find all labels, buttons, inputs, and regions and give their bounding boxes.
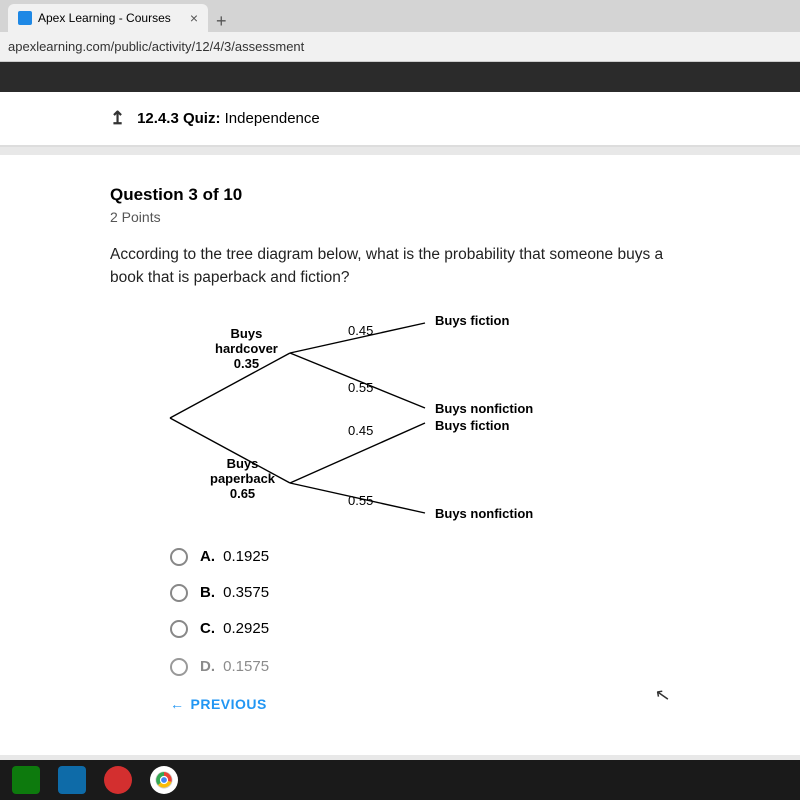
question-points: 2 Points xyxy=(110,209,800,225)
option-c-letter: C. xyxy=(200,620,215,637)
branch-paperback-label: Buyspaperback0.65 xyxy=(210,456,275,501)
option-d-value: 0.1575 xyxy=(223,658,269,675)
tree-diagram: Buyshardcover0.35 Buyspaperback0.65 0.45… xyxy=(160,308,600,528)
option-b[interactable]: B. 0.3575 xyxy=(170,584,800,602)
browser-tab-strip: Apex Learning - Courses × + xyxy=(0,0,800,32)
address-bar[interactable]: apexlearning.com/public/activity/12/4/3/… xyxy=(0,32,800,62)
apex-favicon-icon xyxy=(18,11,32,25)
option-a[interactable]: A. 0.1925 xyxy=(170,548,800,566)
option-c[interactable]: C. 0.2925 xyxy=(170,620,800,638)
taskbar-app-icon[interactable] xyxy=(12,766,40,794)
quiz-header: ↥ 12.4.3 Quiz: Independence xyxy=(0,92,800,147)
radio-icon[interactable] xyxy=(170,620,188,638)
quiz-section: 12.4.3 Quiz: xyxy=(137,110,220,127)
question-text: According to the tree diagram below, wha… xyxy=(110,243,670,290)
pb-nonfiction-prob: 0.55 xyxy=(348,493,373,508)
radio-icon[interactable] xyxy=(170,658,188,676)
pb-fiction-prob: 0.45 xyxy=(348,423,373,438)
quiz-title: 12.4.3 Quiz: Independence xyxy=(137,110,320,127)
radio-icon[interactable] xyxy=(170,548,188,566)
branch-hardcover-label: Buyshardcover0.35 xyxy=(215,326,278,371)
previous-label: PREVIOUS xyxy=(191,696,267,712)
os-taskbar xyxy=(0,760,800,800)
close-tab-icon[interactable]: × xyxy=(190,10,198,26)
option-b-letter: B. xyxy=(200,584,215,601)
option-d-letter: D. xyxy=(200,658,215,675)
tab-title: Apex Learning - Courses xyxy=(38,11,171,25)
hc-fiction-label: Buys fiction xyxy=(435,313,509,328)
pb-fiction-label: Buys fiction xyxy=(435,418,509,433)
pb-nonfiction-label: Buys nonfiction xyxy=(435,506,533,521)
url-text: apexlearning.com/public/activity/12/4/3/… xyxy=(8,39,304,54)
taskbar-power-icon[interactable] xyxy=(104,766,132,794)
hc-nonfiction-prob: 0.55 xyxy=(348,380,373,395)
page-header-dark xyxy=(0,62,800,92)
mouse-cursor-icon: ↖ xyxy=(653,684,672,707)
option-a-letter: A. xyxy=(200,548,215,565)
taskbar-chrome-icon[interactable] xyxy=(150,766,178,794)
question-number: Question 3 of 10 xyxy=(110,185,800,205)
quiz-topic: Independence xyxy=(225,110,320,127)
back-arrow-icon[interactable]: ↥ xyxy=(110,108,125,129)
option-d[interactable]: D. 0.1575 xyxy=(170,656,800,678)
radio-icon[interactable] xyxy=(170,584,188,602)
hc-nonfiction-label: Buys nonfiction xyxy=(435,401,533,416)
taskbar-files-icon[interactable] xyxy=(58,766,86,794)
new-tab-button[interactable]: + xyxy=(208,11,232,32)
arrow-left-icon: ← xyxy=(170,696,185,712)
previous-button[interactable]: ← PREVIOUS xyxy=(170,696,800,712)
option-b-value: 0.3575 xyxy=(223,584,269,601)
option-c-value: 0.2925 xyxy=(223,620,269,637)
answer-options: A. 0.1925 B. 0.3575 C. 0.2925 D. 0.1575 xyxy=(170,548,800,678)
browser-tab[interactable]: Apex Learning - Courses × xyxy=(8,4,208,32)
hc-fiction-prob: 0.45 xyxy=(348,323,373,338)
question-panel: Question 3 of 10 2 Points According to t… xyxy=(0,155,800,755)
option-a-value: 0.1925 xyxy=(223,548,269,565)
